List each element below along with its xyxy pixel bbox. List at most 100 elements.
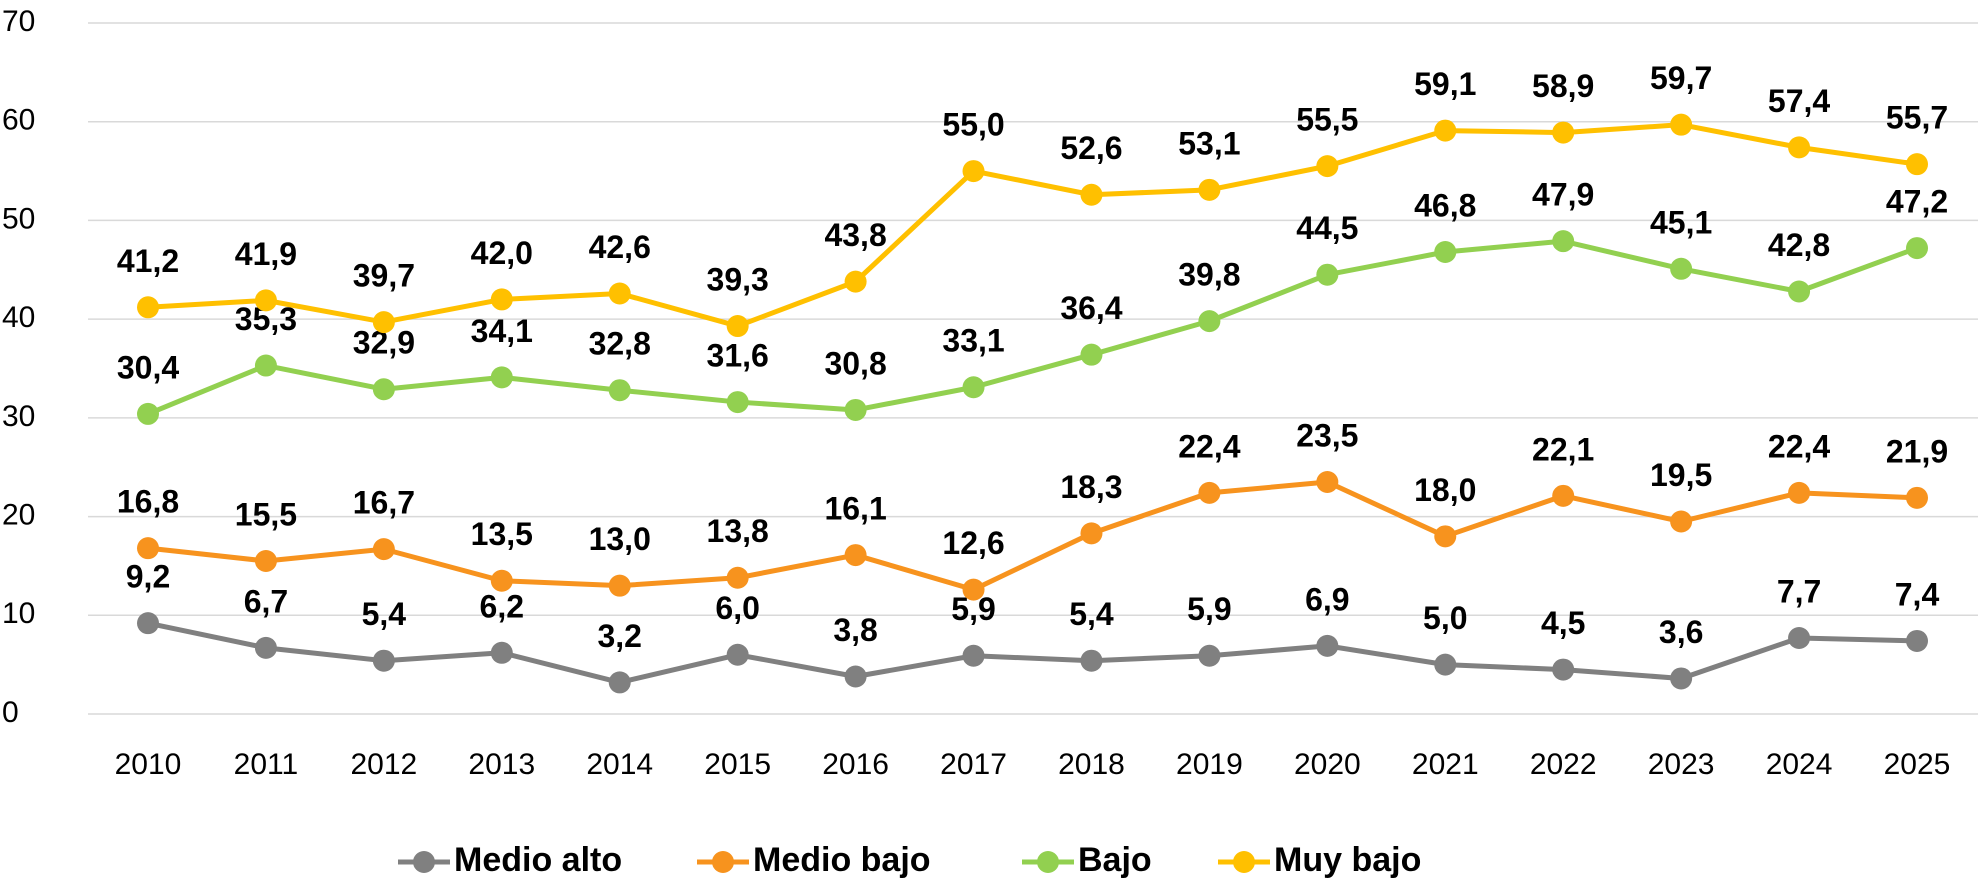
data-label: 55,7: [1886, 100, 1948, 136]
legend-marker: [1233, 851, 1255, 873]
data-label: 5,9: [1187, 591, 1231, 627]
data-label: 39,7: [353, 258, 415, 294]
data-point: [608, 574, 631, 597]
data-label: 22,1: [1532, 431, 1594, 467]
x-tick-label: 2016: [822, 748, 889, 781]
series-line: [147, 479, 1918, 593]
y-tick-label: 50: [2, 202, 35, 235]
data-label: 41,2: [117, 243, 179, 279]
y-tick-label: 10: [2, 597, 35, 630]
data-label: 3,2: [597, 618, 641, 654]
data-label: 3,8: [833, 612, 877, 648]
data-label: 13,5: [471, 516, 533, 552]
data-label: 59,1: [1414, 66, 1476, 102]
legend-label: Medio bajo: [753, 841, 931, 879]
legend-marker: [1037, 851, 1059, 873]
data-point: [1434, 241, 1457, 264]
data-label: 31,6: [707, 338, 769, 374]
data-point: [1434, 119, 1457, 142]
data-label: 22,4: [1178, 428, 1240, 464]
data-point: [490, 569, 513, 592]
data-label: 55,0: [942, 107, 1004, 143]
data-label: 42,0: [471, 235, 533, 271]
data-point: [1906, 629, 1928, 652]
data-point: [1552, 658, 1575, 681]
data-label: 7,7: [1777, 573, 1821, 609]
data-point: [254, 549, 277, 572]
data-point: [1198, 644, 1221, 667]
data-point: [372, 649, 395, 672]
data-point: [1788, 280, 1811, 303]
data-label: 30,4: [117, 349, 179, 385]
data-point: [1552, 484, 1575, 507]
data-label: 58,9: [1532, 68, 1594, 104]
data-point: [608, 379, 631, 402]
data-point: [137, 537, 159, 560]
data-point: [1670, 113, 1693, 136]
data-point: [1080, 649, 1103, 672]
data-label: 21,9: [1886, 433, 1948, 469]
x-tick-label: 2023: [1648, 748, 1715, 781]
data-point: [608, 282, 631, 305]
data-point: [254, 636, 277, 659]
data-label: 53,1: [1178, 125, 1240, 161]
data-label: 34,1: [471, 313, 533, 349]
x-tick-label: 2022: [1530, 748, 1597, 781]
data-point: [1316, 471, 1339, 494]
data-label: 16,7: [353, 485, 415, 521]
data-point: [1670, 667, 1693, 690]
data-label: 18,0: [1414, 472, 1476, 508]
data-point: [1552, 121, 1575, 144]
legend-marker: [712, 851, 734, 873]
data-label: 42,8: [1768, 227, 1830, 263]
data-point: [1906, 237, 1928, 260]
data-label: 9,2: [126, 559, 170, 595]
y-tick-label: 70: [2, 5, 35, 38]
data-label: 18,3: [1060, 469, 1122, 505]
data-point: [1906, 486, 1928, 509]
x-tick-label: 2017: [940, 748, 1007, 781]
data-label: 30,8: [824, 345, 886, 381]
data-label: 46,8: [1414, 187, 1476, 223]
x-tick-label: 2014: [586, 748, 653, 781]
series-line: [147, 238, 1918, 417]
data-point: [1434, 653, 1457, 676]
data-point: [726, 315, 749, 338]
data-label: 16,8: [117, 484, 179, 520]
data-point: [1788, 136, 1811, 159]
y-tick-label: 0: [2, 696, 19, 729]
data-point: [726, 643, 749, 666]
x-tick-label: 2010: [115, 748, 182, 781]
x-tick-label: 2020: [1294, 748, 1361, 781]
data-point: [1316, 263, 1339, 286]
x-tick-label: 2018: [1058, 748, 1125, 781]
data-point: [962, 644, 985, 667]
data-point: [137, 612, 159, 635]
series-line: [147, 122, 1918, 329]
data-point: [1080, 183, 1103, 206]
data-point: [137, 402, 159, 425]
data-label: 39,3: [707, 262, 769, 298]
legend-label: Bajo: [1078, 841, 1152, 879]
x-tick-label: 2024: [1766, 748, 1833, 781]
data-point: [726, 391, 749, 414]
data-point: [490, 366, 513, 389]
data-point: [962, 376, 985, 399]
data-label: 4,5: [1541, 605, 1585, 641]
data-label: 41,9: [235, 236, 297, 272]
data-label: 36,4: [1060, 290, 1122, 326]
data-point: [844, 665, 867, 688]
data-label: 13,8: [707, 513, 769, 549]
data-point: [1080, 522, 1103, 545]
data-point: [490, 641, 513, 664]
data-point: [844, 270, 867, 293]
data-point: [1080, 343, 1103, 366]
data-point: [1906, 153, 1928, 176]
data-label: 12,6: [942, 525, 1004, 561]
data-point: [372, 311, 395, 334]
data-point: [1788, 481, 1811, 504]
data-label: 47,2: [1886, 184, 1948, 220]
data-point: [254, 289, 277, 312]
data-label: 5,4: [1069, 596, 1114, 632]
